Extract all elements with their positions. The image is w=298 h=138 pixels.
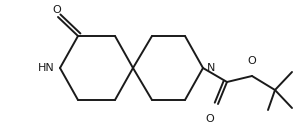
Text: O: O	[206, 114, 214, 124]
Text: N: N	[207, 63, 215, 73]
Text: O: O	[53, 5, 61, 15]
Text: HN: HN	[38, 63, 55, 73]
Text: O: O	[248, 56, 256, 66]
